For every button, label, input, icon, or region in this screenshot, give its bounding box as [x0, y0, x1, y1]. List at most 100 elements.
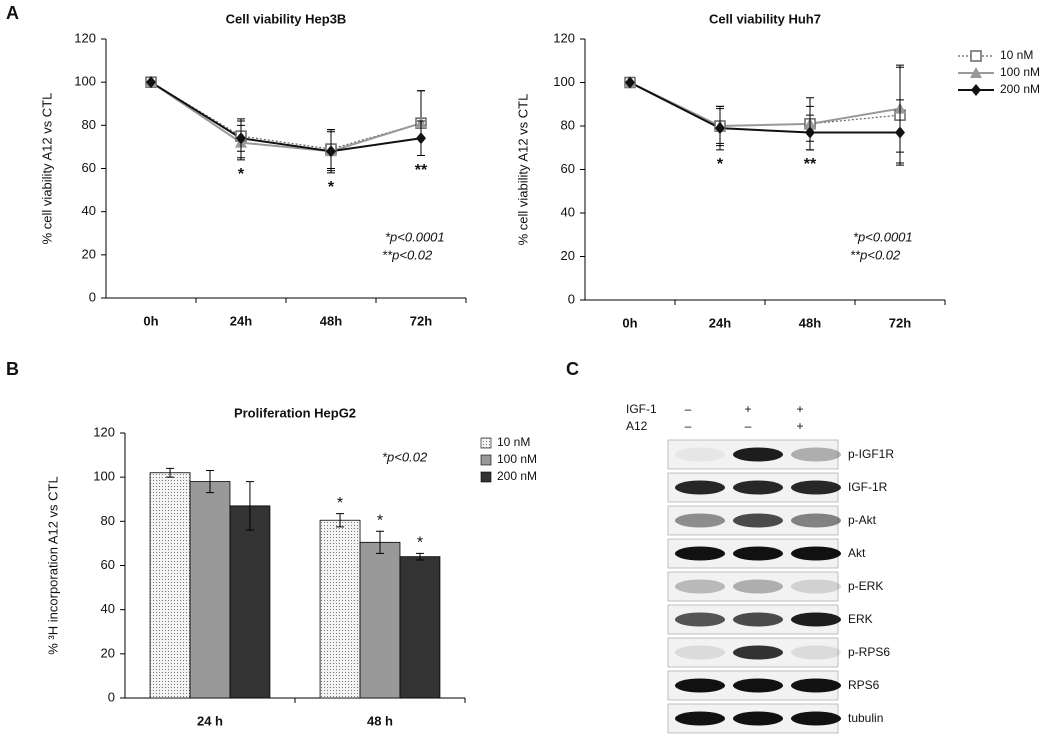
chart-title: Cell viability Huh7	[709, 11, 821, 26]
note: *p<0.0001	[385, 229, 445, 244]
blot-band	[675, 447, 725, 462]
legend-swatch	[480, 471, 492, 483]
chart-title: Cell viability Hep3B	[226, 11, 347, 26]
legend-swatch	[480, 437, 492, 449]
error-bar	[376, 530, 384, 554]
series-line	[629, 81, 900, 134]
y-tick-label: 40	[561, 204, 575, 219]
significance: **	[415, 162, 428, 179]
blot-band	[791, 579, 841, 594]
protein-label: p-IGF1R	[848, 447, 894, 461]
y-axis-label: % cell viability A12 vs CTL	[39, 93, 54, 245]
x-tick-label: 72h	[410, 313, 432, 328]
y-tick-label: 40	[101, 601, 115, 616]
blot-band	[733, 579, 783, 594]
blot-strip	[667, 571, 839, 602]
error-bar	[206, 470, 214, 494]
blot-band	[675, 579, 725, 594]
x-tick-label: 24h	[230, 313, 252, 328]
significance: *	[337, 495, 343, 512]
legend-swatch	[480, 454, 492, 466]
y-tick-label: 80	[561, 117, 575, 132]
y-tick-label: 120	[74, 30, 96, 45]
y-tick-label: 100	[93, 469, 115, 484]
marker	[146, 76, 156, 89]
blot-band	[791, 513, 841, 528]
marker	[970, 67, 982, 78]
protein-label: tubulin	[848, 711, 883, 725]
treatment-sign: –	[685, 419, 692, 433]
series-line	[629, 81, 901, 128]
bar	[399, 556, 441, 699]
marker	[625, 76, 635, 89]
blot-band	[675, 546, 725, 561]
legend-label: 10 nM	[1000, 48, 1033, 62]
x-tick-label: 0h	[143, 313, 158, 328]
blot-band	[675, 678, 725, 693]
note: *p<0.02	[382, 449, 428, 464]
blot-band	[733, 645, 783, 660]
note: *p<0.0001	[853, 229, 913, 244]
y-axis-label: % cell viability A12 vs CTL	[515, 94, 530, 246]
blot-band	[733, 480, 783, 495]
x-tick-label: 72h	[889, 315, 911, 330]
x-tick-label: 24h	[709, 315, 731, 330]
blot-band	[791, 678, 841, 693]
blot-band	[791, 480, 841, 495]
marker	[416, 132, 426, 145]
panel-letter: A	[6, 3, 19, 23]
legend-label: 200 nM	[1000, 82, 1040, 96]
blot-band	[791, 711, 841, 726]
marker	[805, 126, 815, 139]
blot-band	[675, 612, 725, 627]
error-bar	[415, 552, 424, 561]
bar	[319, 519, 361, 699]
blot-band	[733, 546, 783, 561]
series-line	[150, 81, 422, 153]
blot-band	[733, 447, 783, 462]
series-line	[150, 81, 422, 150]
marker	[895, 126, 905, 139]
blot-band	[733, 678, 783, 693]
legend-label: 100 nM	[497, 452, 537, 466]
y-tick-label: 40	[82, 203, 96, 218]
error-bar	[166, 467, 175, 478]
series-line	[629, 81, 901, 127]
treatment-label: A12	[626, 419, 648, 433]
y-tick-label: 80	[82, 117, 96, 132]
y-tick-label: 120	[93, 424, 115, 439]
blot-band	[791, 546, 841, 561]
marker	[971, 84, 981, 96]
y-tick-label: 20	[101, 645, 115, 660]
y-tick-label: 100	[553, 74, 575, 89]
blot-band	[791, 612, 841, 627]
significance: **	[804, 156, 817, 173]
blot-band	[791, 447, 841, 462]
y-tick-label: 0	[568, 291, 575, 306]
error-bar	[336, 513, 345, 528]
blot-band	[733, 513, 783, 528]
y-tick-label: 60	[82, 160, 96, 175]
x-tick-label: 48h	[799, 315, 821, 330]
marker	[236, 132, 246, 145]
bar	[189, 481, 231, 699]
blot-band	[791, 645, 841, 660]
panel-letter: B	[6, 359, 19, 379]
bar	[149, 472, 191, 699]
treatment-sign: –	[685, 402, 692, 416]
y-tick-label: 60	[561, 161, 575, 176]
note: **p<0.02	[382, 247, 433, 262]
bar	[359, 541, 401, 699]
significance: *	[377, 512, 383, 529]
protein-label: RPS6	[848, 678, 880, 692]
y-tick-label: 60	[101, 557, 115, 572]
marker	[715, 122, 725, 135]
y-tick-label: 120	[553, 30, 575, 45]
x-tick-label: 0h	[622, 315, 637, 330]
significance: *	[717, 156, 724, 173]
treatment-sign: +	[744, 402, 751, 416]
chart-title: Proliferation HepG2	[234, 405, 356, 420]
blot-band	[675, 513, 725, 528]
bar	[229, 505, 271, 699]
panel-letter: C	[566, 359, 579, 379]
